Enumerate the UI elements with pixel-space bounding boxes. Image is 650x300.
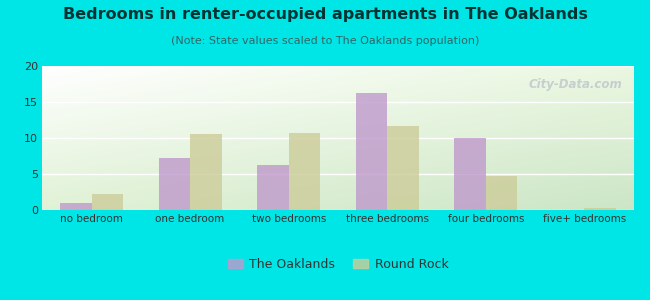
Bar [92,194,123,210]
Bar [584,208,616,210]
Bar [454,138,486,210]
Legend: The Oaklands, Round Rock: The Oaklands, Round Rock [222,253,454,276]
Bar [159,158,190,210]
Bar [257,165,289,210]
Text: (Note: State values scaled to The Oaklands population): (Note: State values scaled to The Oaklan… [171,36,479,46]
Bar [486,176,517,210]
Text: Bedrooms in renter-occupied apartments in The Oaklands: Bedrooms in renter-occupied apartments i… [62,8,588,22]
Bar [387,126,419,210]
Bar [190,134,222,210]
Bar [60,203,92,210]
Bar [356,93,387,210]
Text: City-Data.com: City-Data.com [528,77,622,91]
Bar [289,133,320,210]
